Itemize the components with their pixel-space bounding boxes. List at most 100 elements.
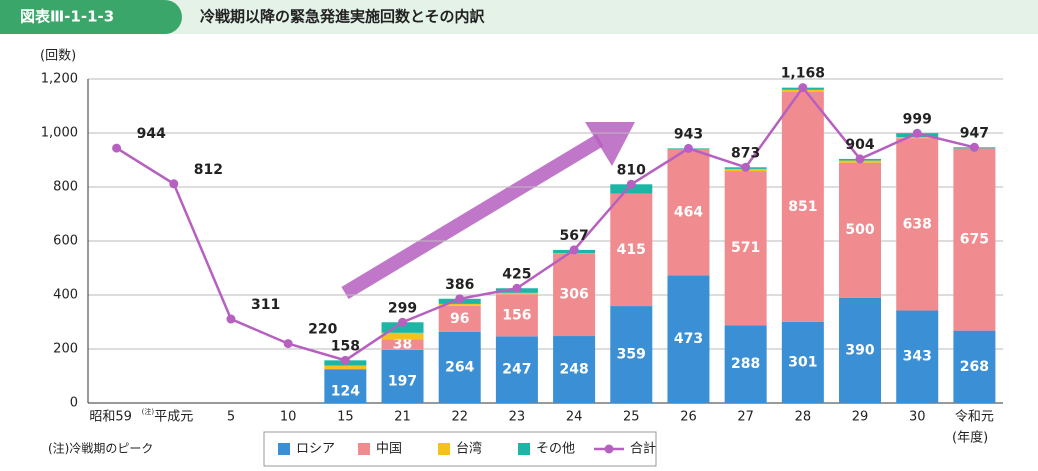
x-axis-label: (年度) bbox=[952, 430, 988, 446]
bar-value-label: 248 bbox=[559, 362, 588, 378]
x-tick-label: 27 bbox=[737, 410, 754, 425]
total-value-label: 999 bbox=[903, 111, 932, 127]
bar-value-label: 390 bbox=[845, 342, 874, 358]
total-point bbox=[798, 83, 808, 93]
total-value-label: 873 bbox=[731, 145, 760, 161]
legend-label: 中国 bbox=[376, 442, 402, 457]
x-tick-label: 28 bbox=[795, 410, 812, 425]
x-tick-label: 24 bbox=[566, 410, 583, 425]
total-line bbox=[115, 85, 975, 362]
x-tick-label: 25 bbox=[623, 410, 640, 425]
bar-value-label: 675 bbox=[960, 232, 989, 248]
x-tick-label: 22 bbox=[451, 410, 468, 425]
bar-segment bbox=[324, 365, 367, 369]
total-value-label: 567 bbox=[559, 228, 588, 244]
bar-value-label: 38 bbox=[393, 337, 412, 353]
y-tick-label: 0 bbox=[70, 396, 78, 411]
bar-value-label: 464 bbox=[674, 205, 703, 221]
bar-segment bbox=[896, 310, 939, 403]
bar-segment bbox=[553, 253, 596, 337]
total-point bbox=[169, 179, 179, 189]
x-tick-label: 5 bbox=[227, 410, 235, 425]
figure-label: 図表Ⅲ-1-1-3 bbox=[20, 8, 114, 26]
bar-segment bbox=[438, 331, 481, 403]
bar-value-label: 301 bbox=[788, 354, 817, 370]
legend bbox=[263, 431, 657, 467]
bar-segment bbox=[781, 91, 824, 322]
total-value-label: 311 bbox=[251, 297, 280, 313]
bar-segment bbox=[553, 336, 596, 403]
total-point bbox=[226, 314, 236, 324]
legend-swatch bbox=[278, 443, 290, 455]
bar-segment bbox=[896, 138, 939, 311]
bar-segment bbox=[495, 336, 538, 403]
bar-value-label: 156 bbox=[502, 307, 531, 323]
total-point bbox=[969, 142, 979, 152]
figure-tag bbox=[0, 0, 182, 34]
x-tick-label: 21 bbox=[394, 410, 411, 425]
total-value-label: 386 bbox=[445, 277, 474, 293]
y-tick-label: 800 bbox=[53, 180, 78, 195]
total-value-label: 1,168 bbox=[781, 66, 825, 82]
bar-value-label: 96 bbox=[450, 311, 469, 327]
total-point bbox=[340, 355, 350, 365]
total-value-label: 812 bbox=[194, 162, 223, 178]
bar-value-label: 306 bbox=[559, 287, 588, 303]
bar-segment bbox=[438, 303, 481, 306]
legend-swatch bbox=[518, 443, 530, 455]
y-tick-label: 600 bbox=[53, 234, 78, 249]
bar-segment bbox=[953, 330, 996, 403]
bar-segment bbox=[381, 332, 424, 340]
bar-segment bbox=[610, 184, 653, 194]
bar-value-label: 415 bbox=[617, 242, 646, 258]
y-tick-label: 1,200 bbox=[41, 72, 78, 87]
x-tick-label: 29 bbox=[852, 410, 869, 425]
total-value-label: 944 bbox=[137, 126, 166, 142]
bar-value-label: 500 bbox=[845, 222, 874, 238]
x-tick-label: 平成元 bbox=[154, 410, 193, 425]
bar-value-label: 571 bbox=[731, 240, 760, 256]
y-tick-label: 400 bbox=[53, 288, 78, 303]
x-tick-label: 23 bbox=[509, 410, 526, 425]
bar-value-label: 247 bbox=[502, 362, 531, 378]
bar-segment bbox=[839, 162, 882, 298]
bar-segment bbox=[724, 171, 767, 326]
chart-title: 冷戦期以降の緊急発進実施回数とその内訳 bbox=[200, 8, 486, 26]
total-value-label: 425 bbox=[502, 266, 531, 282]
note: (注)冷戦期のピーク bbox=[48, 441, 153, 456]
bar-segment bbox=[438, 305, 481, 332]
bar-value-label: 124 bbox=[331, 383, 360, 399]
total-point bbox=[512, 283, 522, 293]
bar-value-label: 268 bbox=[960, 359, 989, 375]
bar-segment bbox=[724, 325, 767, 403]
y-axis-label: (回数) bbox=[40, 49, 76, 64]
total-value-label: 904 bbox=[845, 137, 874, 153]
total-point bbox=[283, 339, 293, 349]
x-tick-label: 30 bbox=[909, 410, 926, 425]
legend-point bbox=[604, 444, 614, 454]
bar-segment bbox=[610, 194, 653, 307]
y-tick-label: 200 bbox=[53, 342, 78, 357]
legend-label: その他 bbox=[536, 442, 575, 457]
total-point bbox=[398, 317, 408, 327]
bar-value-label: 359 bbox=[617, 347, 646, 363]
total-point bbox=[569, 245, 579, 255]
total-value-label: 158 bbox=[331, 338, 360, 354]
bar-segment bbox=[495, 294, 538, 337]
bar-segment bbox=[610, 306, 653, 403]
total-point bbox=[741, 162, 751, 172]
total-point bbox=[112, 143, 122, 153]
bar-segment bbox=[781, 321, 824, 403]
bar-segment bbox=[381, 322, 424, 333]
bar-segment bbox=[324, 368, 367, 370]
y-tick-label: 1,000 bbox=[41, 126, 78, 141]
bar-segment bbox=[667, 150, 710, 276]
total-value-label: 220 bbox=[308, 322, 337, 338]
note-marker: (注) bbox=[142, 407, 155, 416]
bar-value-label: 851 bbox=[788, 199, 817, 215]
legend-label: 台湾 bbox=[456, 441, 482, 457]
total-point bbox=[455, 294, 465, 304]
total-value-label: 299 bbox=[388, 300, 417, 316]
legend-swatch bbox=[358, 443, 370, 455]
bar-segment bbox=[953, 148, 996, 331]
